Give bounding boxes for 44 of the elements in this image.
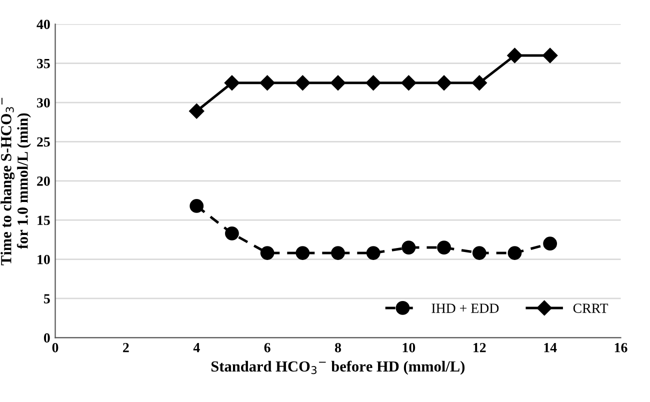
point — [437, 240, 451, 254]
point — [260, 75, 275, 90]
y-tick-label: 0 — [44, 333, 50, 343]
x-tick-label: 2 — [123, 342, 129, 352]
point — [331, 246, 345, 260]
x-axis-title: Standard HCO$_{3}$$^{−}$ before HD (mmol/L) — [211, 360, 465, 375]
x-tick-label: 14 — [544, 343, 557, 352]
y-tick-label: 10 — [38, 254, 50, 264]
point — [296, 246, 310, 260]
x-tick-label: 10 — [402, 342, 416, 352]
point — [295, 75, 310, 90]
y-tick-label: 25 — [37, 137, 50, 147]
y-tick-label: 35 — [37, 58, 50, 68]
legend-label: CRRT — [573, 304, 608, 313]
point — [190, 199, 204, 213]
point — [189, 104, 204, 119]
x-tick-label: 6 — [264, 342, 270, 352]
x-tick-label: 12 — [474, 342, 486, 352]
y-tick-label: 5 — [44, 294, 50, 304]
y-tick-label: 20 — [37, 176, 50, 186]
point — [225, 226, 239, 240]
point — [508, 246, 522, 260]
y-tick-label: 15 — [38, 216, 50, 226]
point — [542, 48, 558, 64]
text: Time to change S-HCO$_{3}$$^{−}$ for 1.0 mmol/L (min) — [0, 98, 31, 266]
point — [402, 240, 416, 254]
point — [330, 75, 346, 90]
point — [224, 75, 240, 90]
point — [366, 75, 381, 90]
x-tick-label: 8 — [334, 342, 342, 352]
point — [436, 75, 452, 90]
x-tick-label: 0 — [52, 342, 58, 352]
legend-label: IHD + EDD — [432, 304, 499, 313]
y-tick-label: 40 — [36, 20, 50, 30]
point — [472, 75, 487, 90]
x-tick-label: 16 — [614, 342, 628, 352]
point — [366, 246, 380, 260]
x-tick-label: 4 — [193, 343, 200, 352]
point — [260, 246, 274, 260]
y-tick-label: 30 — [37, 98, 50, 108]
point — [543, 236, 558, 251]
point — [472, 246, 486, 260]
point — [507, 48, 522, 64]
point — [401, 75, 416, 90]
